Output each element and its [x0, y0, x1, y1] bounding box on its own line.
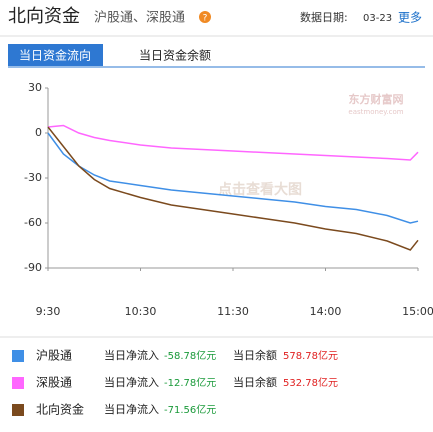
tab[interactable]: 当日资金余额: [139, 48, 211, 63]
net-value: -71.56亿元: [164, 403, 216, 416]
legend-name: 沪股通: [36, 349, 72, 363]
net-label: 当日净流入: [104, 348, 159, 362]
x-tick-label: 9:30: [36, 305, 61, 318]
date: 03-23: [363, 13, 392, 24]
watermark[interactable]: 点击查看大图: [218, 181, 302, 198]
x-tick-label: 15:00: [402, 305, 433, 318]
y-tick-label: 30: [28, 81, 42, 94]
help-text[interactable]: ?: [203, 14, 208, 24]
subtitle: 沪股通、深股通: [94, 10, 185, 26]
balance-value: 578.78亿元: [283, 349, 338, 362]
legend-swatch: [12, 404, 24, 416]
title: 北向资金: [8, 6, 80, 27]
legend-name: 北向资金: [36, 402, 84, 417]
y-tick-label: 0: [35, 126, 42, 139]
balance-label: 当日余额: [233, 375, 277, 389]
balance-value: 532.78亿元: [283, 376, 338, 389]
series-line: [47, 126, 419, 251]
net-label: 当日净流入: [104, 402, 159, 416]
net-value: -58.78亿元: [164, 349, 216, 362]
y-tick-label: -30: [24, 171, 42, 184]
tab[interactable]: 当日资金流向: [19, 48, 91, 63]
y-tick-label: -90: [24, 261, 42, 274]
help-icon[interactable]: [199, 11, 211, 23]
x-tick-label: 10:30: [125, 305, 157, 318]
legend-name: 深股通: [36, 376, 72, 390]
series-line: [47, 124, 419, 161]
series-line: [47, 132, 419, 224]
x-tick-label: 14:00: [310, 305, 342, 318]
legend-swatch: [12, 377, 24, 389]
more-link[interactable]: 更多: [398, 11, 422, 25]
x-tick-label: 11:30: [217, 305, 249, 318]
legend-swatch: [12, 350, 24, 362]
net-label: 当日净流入: [104, 375, 159, 389]
date-label: 数据日期:: [300, 10, 348, 24]
y-tick-label: -60: [24, 216, 42, 229]
balance-label: 当日余额: [233, 348, 277, 362]
net-value: -12.78亿元: [164, 376, 216, 389]
logo: 东方财富网: [349, 92, 404, 106]
logo-sub: eastmoney.com: [348, 108, 403, 116]
tab-active[interactable]: [8, 44, 103, 66]
